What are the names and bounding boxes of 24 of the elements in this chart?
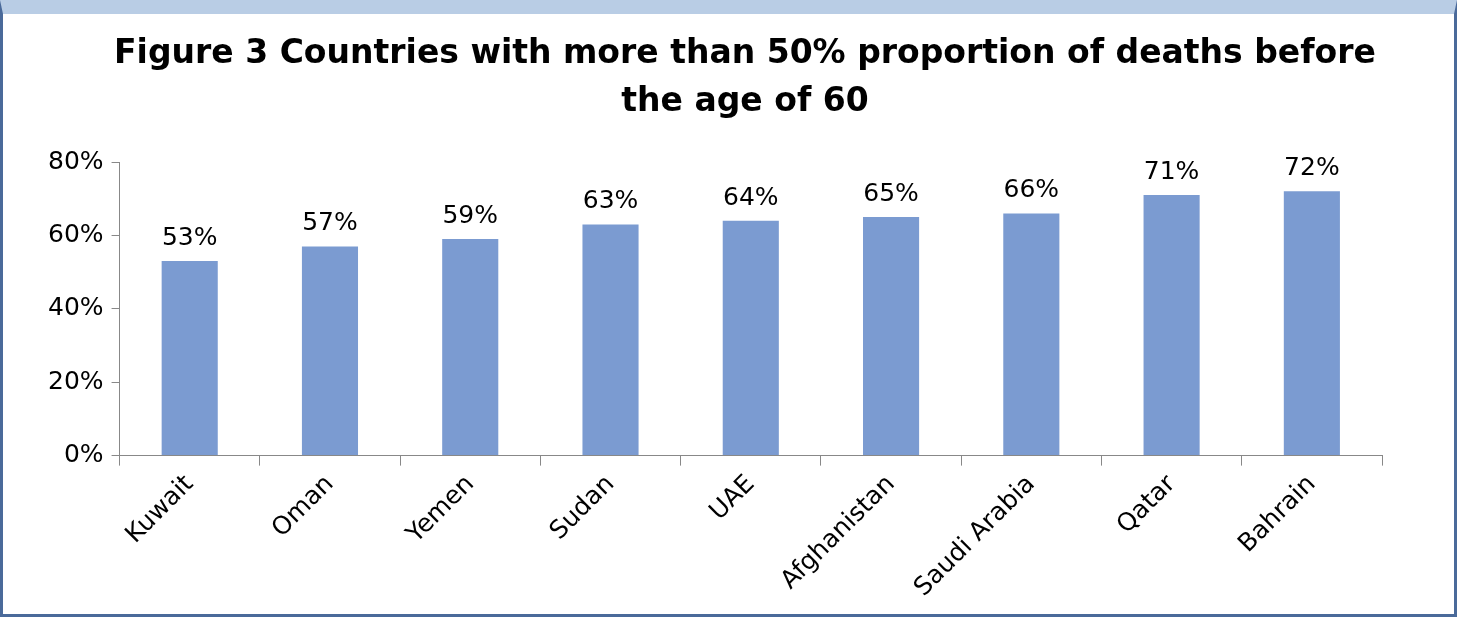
data-label: 53%: [161, 222, 218, 252]
bar: [1003, 213, 1060, 456]
data-label: 66%: [1003, 174, 1060, 204]
bar: [442, 239, 499, 456]
bar: [301, 246, 359, 456]
y-tick-label: 60%: [47, 218, 104, 248]
data-label: 65%: [863, 178, 919, 208]
data-label: 57%: [302, 207, 358, 237]
y-tick-label: 20%: [47, 365, 104, 395]
bar: [863, 217, 920, 456]
data-label: 71%: [1143, 156, 1200, 186]
bar: [161, 261, 218, 456]
y-tick-label: 80%: [47, 145, 104, 175]
bar: [1283, 191, 1340, 456]
y-tick-label: 40%: [47, 292, 104, 322]
chart-title: Figure 3 Countries with more than 50% proportion of deaths before the age of 60: [113, 31, 1377, 121]
bar: [1143, 195, 1200, 456]
data-label: 63%: [582, 185, 639, 215]
data-label: 64%: [722, 181, 779, 211]
data-label: 59%: [442, 200, 499, 230]
data-label: 72%: [1284, 152, 1340, 182]
bar: [582, 224, 639, 456]
bar: [722, 220, 779, 456]
y-tick-label: 0%: [63, 439, 104, 469]
